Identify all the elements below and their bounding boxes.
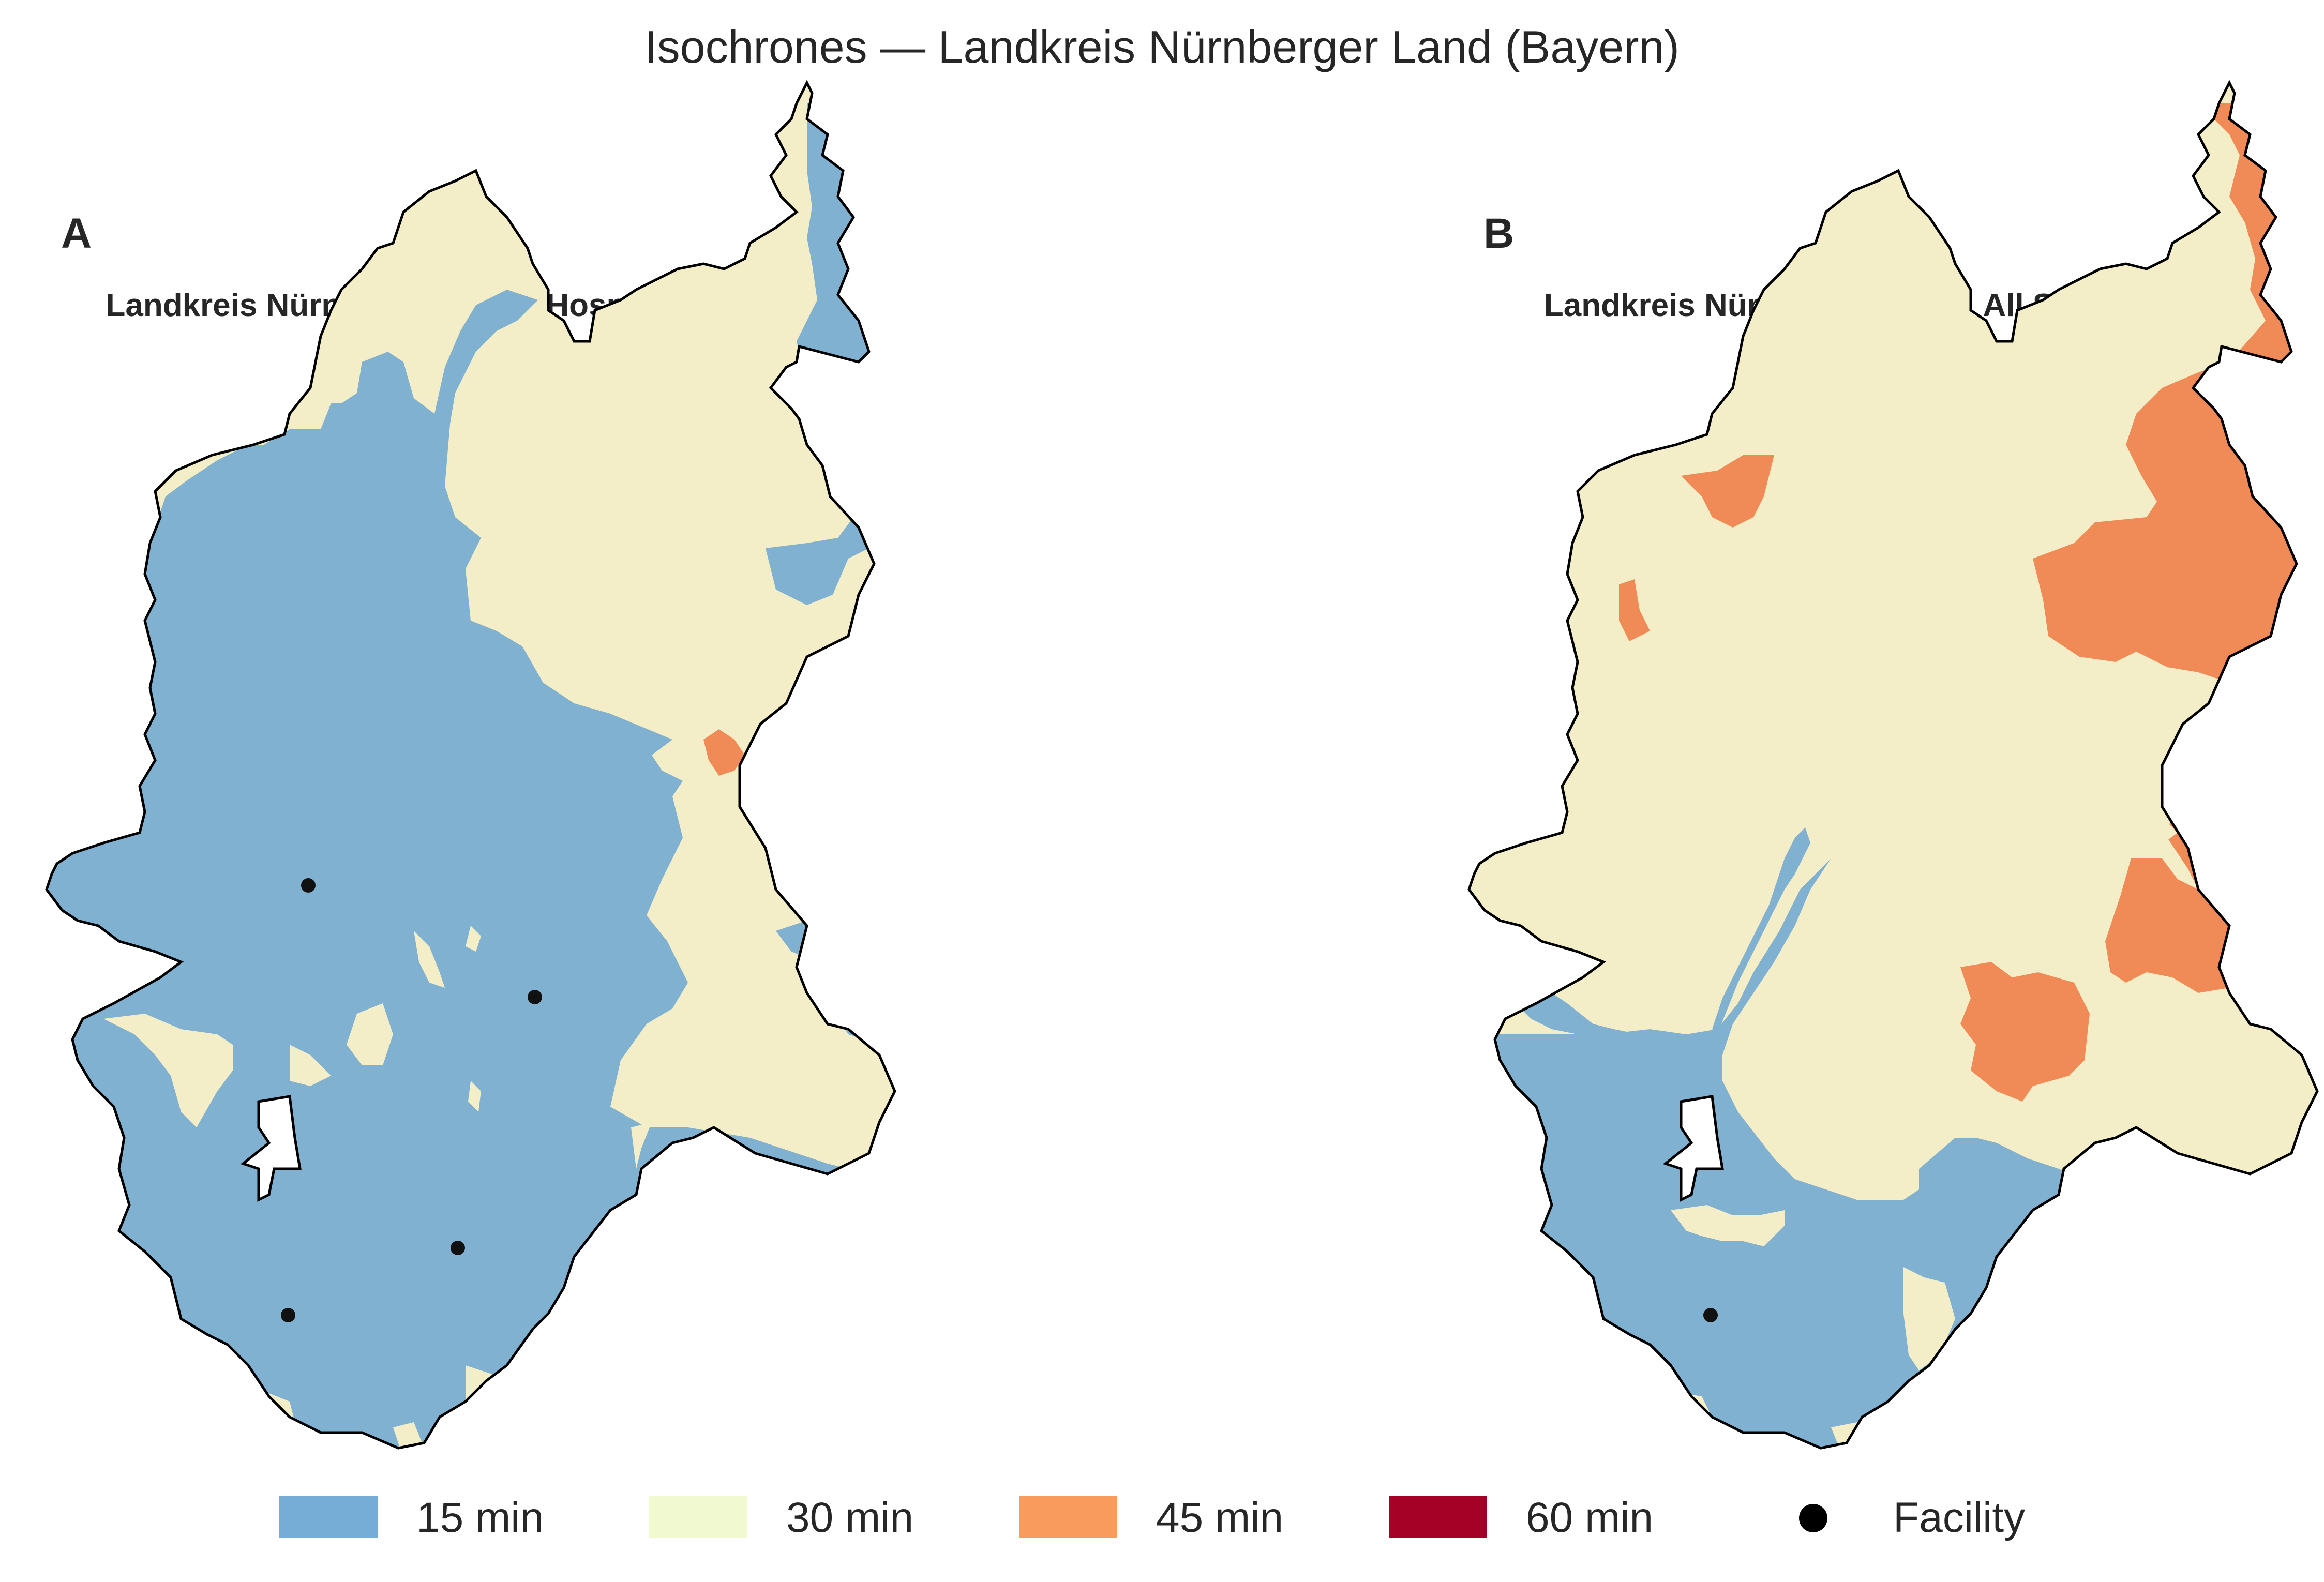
facility-dot-icon — [1799, 1504, 1827, 1532]
panel-a-facility-4 — [281, 1308, 295, 1322]
panel-b-map — [1422, 0, 2324, 1551]
panel-b-letter: B — [1483, 210, 1515, 257]
panel-b-zone-45-nw2 — [1619, 579, 1650, 641]
panel-a-hole-5 — [466, 926, 481, 952]
panel-b-facility-1 — [1703, 1308, 1718, 1322]
panel-a-map — [0, 0, 1034, 1551]
panel-a-letter: A — [61, 210, 92, 257]
panel-a-hole-east — [631, 1122, 652, 1169]
panel-b-hole-3 — [1671, 1205, 1785, 1246]
legend-label-15: 15 min — [416, 1494, 544, 1541]
panel-b-hole-1 — [2116, 807, 2178, 848]
panel-a-hole-3 — [290, 1045, 331, 1086]
panel-b-zone-45-s — [1960, 962, 2090, 1102]
panel-b-zone-45 — [2033, 103, 2317, 993]
panel-a-hole-1 — [103, 1014, 233, 1127]
panel-a-hole-2 — [347, 1003, 393, 1065]
panel-a-zone-45 — [703, 729, 745, 776]
legend-label-30: 30 min — [786, 1494, 914, 1541]
panel-b-hole-5 — [1940, 1407, 1981, 1448]
panel-b-hole-2 — [2240, 946, 2276, 977]
panel-a-facility-1 — [301, 878, 316, 893]
legend: 15 min 30 min 45 min 60 min Facility — [0, 1479, 2324, 1546]
panel-a-facility-3 — [451, 1241, 465, 1255]
panel-b-zone-45-nw1 — [1681, 455, 1774, 528]
panel-b-zone-15-corridor — [1712, 827, 1810, 1034]
panel-a-hole-south-2 — [393, 1422, 424, 1448]
panel-a-facility-2 — [528, 990, 542, 1004]
legend-label-60: 60 min — [1526, 1494, 1654, 1541]
panel-b-excluded-area — [1662, 1095, 1724, 1202]
legend-swatch-30 — [649, 1496, 747, 1538]
panel-a-excluded-area — [240, 1095, 302, 1202]
panel-a-hole-6 — [468, 1081, 481, 1112]
figure-title: Isochrones — Landkreis Nürnberger Land (… — [644, 21, 1680, 72]
legend-label-45: 45 min — [1156, 1494, 1284, 1541]
legend-swatch-15 — [279, 1496, 378, 1538]
panel-a-hole-4 — [414, 931, 445, 988]
panel-a-hole-south-1 — [466, 1365, 507, 1417]
legend-label-facility: Facility — [1893, 1494, 2026, 1541]
panel-b-hole-4 — [1903, 1267, 1955, 1370]
legend-swatch-60 — [1389, 1496, 1487, 1538]
legend-swatch-45 — [1019, 1496, 1117, 1538]
